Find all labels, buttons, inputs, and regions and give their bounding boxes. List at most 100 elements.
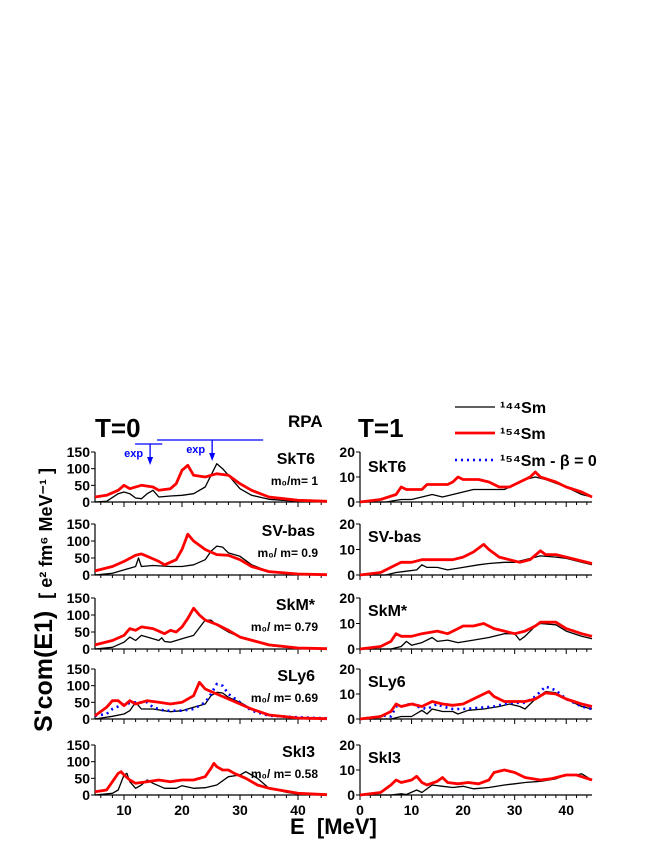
mass-ratio-label: m₀/m= 1 [271,474,318,488]
y-axis-label-unit: [ e² fm⁶ MeV⁻¹ ] [36,468,56,599]
y-tick-label: 100 [67,461,91,477]
series-line-s154b0 [359,685,593,721]
x-tick-label: 40 [290,802,306,818]
force-label: SkI3 [368,750,401,767]
y-tick-label: 0 [347,567,355,583]
series-line-s154 [94,606,328,651]
exp-label: exp [186,444,205,456]
column-title-t1: T=1 [358,413,404,443]
y-tick-label: 20 [339,516,355,532]
x-tick-label: 30 [232,802,248,818]
force-label: SLy6 [368,674,406,691]
y-tick-label: 20 [339,737,355,753]
arrow-down-icon [209,453,216,461]
exp-marker: exp [157,439,264,461]
series-line-s144 [94,463,328,503]
x-axis-label: E [MeV] [290,814,377,839]
mass-ratio-label: m₀/ m= 0.69 [251,691,318,705]
legend-entry-s154b0: ¹⁵⁴Sm - β = 0 [455,453,597,470]
x-tick-label: 20 [455,802,471,818]
y-tick-label: 150 [67,516,91,532]
y-tick-label: 150 [67,661,91,677]
mass-ratio-label: m₀/ m= 0.9 [258,546,319,560]
y-tick-label: 150 [67,444,91,460]
x-tick-label: 30 [507,802,523,818]
mass-ratio-label: m₀/ m= 0.79 [251,620,318,634]
series-line-s144 [360,622,593,650]
chart-title: RPA [288,412,323,431]
y-tick-label: 20 [339,661,355,677]
y-tick-label: 50 [74,694,90,710]
force-label: SkM* [368,603,408,620]
series-line-s154 [359,543,593,577]
x-tick-label: 20 [174,802,190,818]
y-tick-label: 0 [82,494,90,510]
y-tick-label: 100 [67,607,91,623]
column-title-t0: T=0 [95,413,141,443]
y-tick-label: 0 [82,567,90,583]
series-line-s154 [94,761,328,797]
y-tick-label: 0 [82,787,90,803]
y-tick-label: 10 [339,616,355,632]
y-tick-label: 50 [74,477,90,493]
y-tick-label: 0 [347,641,355,657]
y-tick-label: 0 [347,787,355,803]
exp-marker: exp [124,443,163,465]
y-tick-label: 10 [339,542,355,558]
force-label: SkM* [276,597,316,614]
x-tick-label: 40 [558,802,574,818]
legend-label: ¹⁴⁴Sm [500,400,546,417]
force-label: SkT6 [277,451,315,468]
series-line-s154 [94,463,328,503]
exp-label: exp [124,448,143,460]
series-line-s154 [359,690,593,721]
y-tick-label: 0 [347,494,355,510]
y-tick-label: 0 [347,711,355,727]
legend-entry-s154: ¹⁵⁴Sm [455,426,546,443]
series-line-s154 [359,470,593,504]
y-tick-label: 100 [67,533,91,549]
legend: ¹⁴⁴Sm ¹⁵⁴Sm ¹⁵⁴Sm - β = 0 [455,400,597,470]
exp-markers: exp exp [124,439,264,465]
series-line-s154 [94,532,328,577]
legend-label: ¹⁵⁴Sm - β = 0 [500,453,597,470]
y-tick-label: 100 [67,754,91,770]
legend-entry-s144: ¹⁴⁴Sm [455,400,546,417]
y-tick-label: 10 [339,762,355,778]
panel-sv-bas-t1: 0 10 20 SV-bas [339,516,593,583]
series-line-s144 [94,771,328,796]
panel-skmstar-t1: 0 10 20 SkM* [339,590,593,657]
y-tick-label: 100 [67,678,91,694]
panel-ski3-t1: 0 10 20 0 10 20 30 40 SkI3 [339,737,593,818]
arrow-down-icon [147,457,154,465]
y-axis-label: S'com(E1) [ e² fm⁶ MeV⁻¹ ] [30,468,58,732]
y-tick-label: 10 [339,686,355,702]
y-tick-label: 10 [339,469,355,485]
x-tick-label: 0 [356,802,364,818]
y-tick-label: 0 [82,641,90,657]
mass-ratio-label: m₀/ m= 0.58 [251,767,318,781]
panel-skt6-t1: 0 10 20 SkT6 [339,444,593,510]
y-tick-label: 150 [67,737,91,753]
series-line-s144 [94,545,328,576]
force-label: SLy6 [277,668,315,685]
y-tick-label: 50 [74,550,90,566]
y-tick-label: 20 [339,590,355,606]
force-label: SV-bas [368,529,421,546]
panel-sly6-t1: 0 10 20 SLy6 [339,661,593,727]
force-label: SkT6 [368,459,406,476]
y-axis-label-main: S'com(E1) [30,611,58,732]
y-tick-label: 50 [74,770,90,786]
y-tick-label: 0 [82,711,90,727]
series-line-s154 [359,768,593,797]
x-tick-label: 10 [404,802,420,818]
series-line-s154 [94,680,328,721]
force-label: SkI3 [282,744,315,761]
series-line-s154 [359,620,593,651]
